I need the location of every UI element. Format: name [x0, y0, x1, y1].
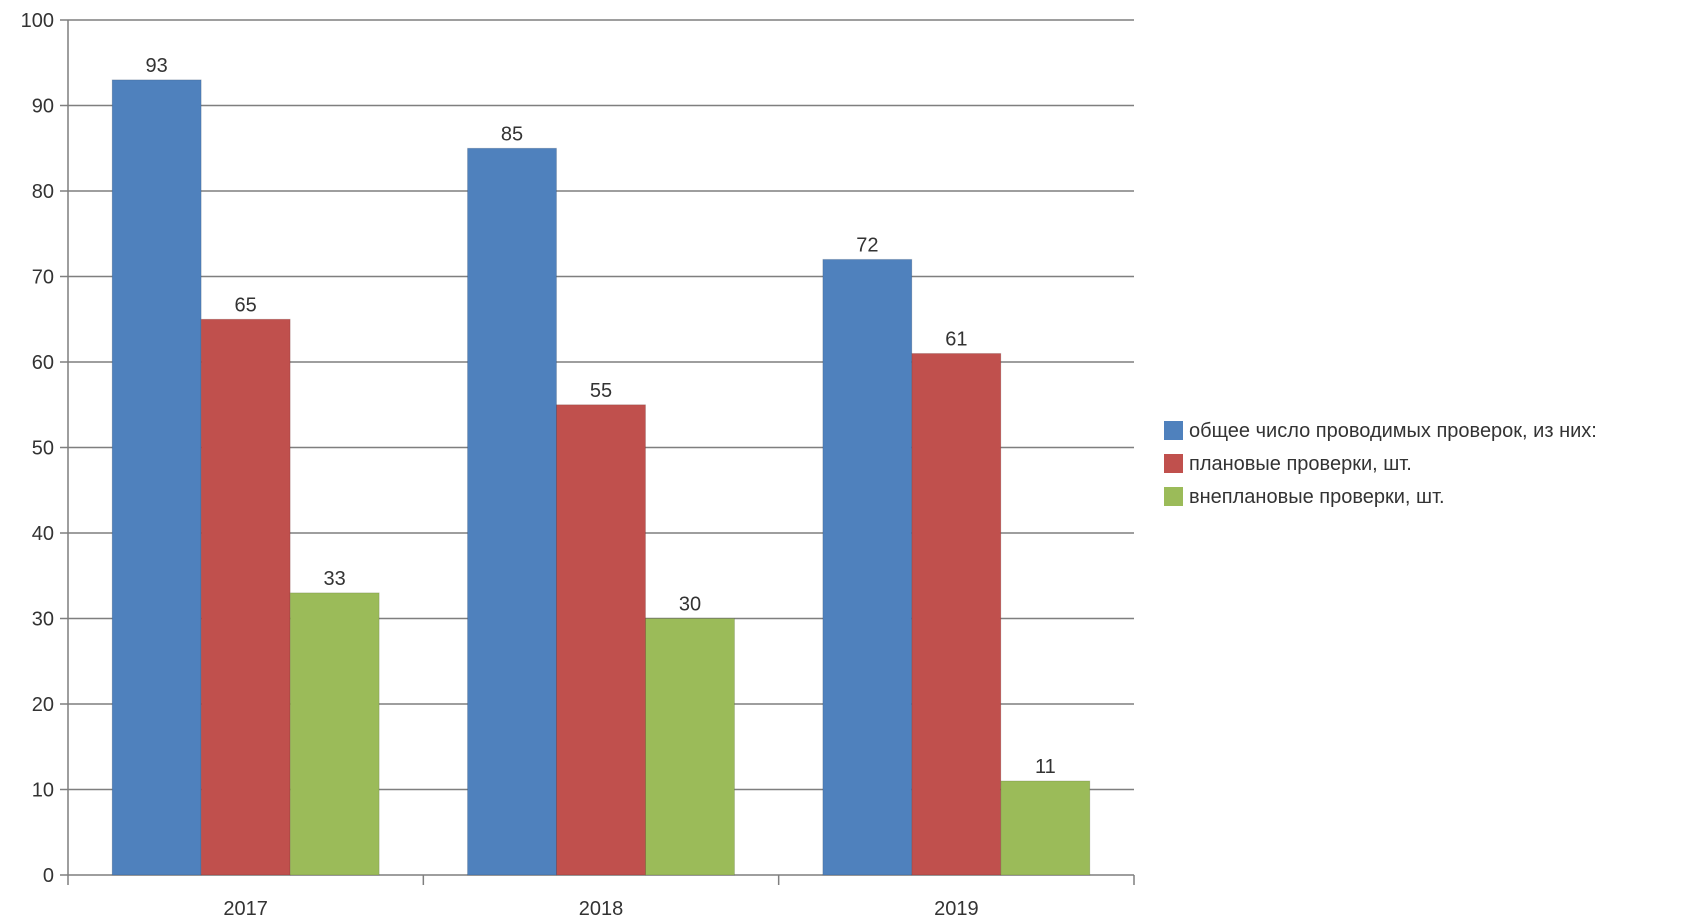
y-tick-label: 60	[32, 352, 54, 374]
y-tick-label: 70	[32, 267, 54, 289]
legend-swatch	[1164, 421, 1183, 440]
bar	[911, 352, 1002, 876]
y-tick-label: 90	[32, 96, 54, 118]
legend-swatch	[1164, 454, 1183, 473]
y-tick-label: 10	[32, 780, 54, 802]
data-label: 85	[501, 123, 523, 145]
y-tick-label: 0	[43, 865, 54, 887]
data-label: 55	[590, 380, 612, 402]
legend-label: общее число проводимых проверок, из них:	[1189, 420, 1597, 442]
bar	[111, 79, 202, 876]
y-tick-label: 30	[32, 609, 54, 631]
y-tick-label: 20	[32, 694, 54, 716]
x-tick-label: 2019	[934, 898, 979, 919]
bar	[467, 147, 557, 876]
data-label: 61	[945, 328, 967, 350]
legend-swatch	[1164, 487, 1183, 506]
data-label: 93	[146, 55, 168, 77]
data-label: 30	[679, 594, 701, 616]
axes: 0 10 20 30 40 50 60 70 80 90 100 2017 2018 2019	[21, 10, 1135, 919]
legend-label: плановые проверки, шт.	[1189, 453, 1412, 475]
bar	[822, 258, 913, 876]
y-tick-label: 40	[32, 523, 54, 545]
y-tick-label: 50	[32, 438, 54, 460]
bar	[556, 404, 646, 876]
bars	[111, 79, 1091, 876]
bar	[200, 318, 291, 876]
y-tick-label: 100	[21, 10, 54, 32]
data-label: 72	[856, 234, 878, 256]
data-label: 65	[235, 294, 257, 316]
y-tick-label: 80	[32, 181, 54, 203]
bar	[645, 618, 735, 876]
legend-label: внеплановые проверки, шт.	[1189, 486, 1445, 508]
data-label: 33	[324, 568, 346, 590]
x-tick-label: 2017	[223, 898, 268, 919]
x-tick-label: 2018	[579, 898, 624, 919]
bar	[1000, 780, 1091, 876]
data-labels: 93 65 33 85 55 30 72 61 11	[146, 55, 1056, 778]
data-label: 11	[1035, 756, 1056, 778]
legend: общее число проводимых проверок, из них:…	[1164, 420, 1597, 508]
bar	[289, 592, 380, 876]
